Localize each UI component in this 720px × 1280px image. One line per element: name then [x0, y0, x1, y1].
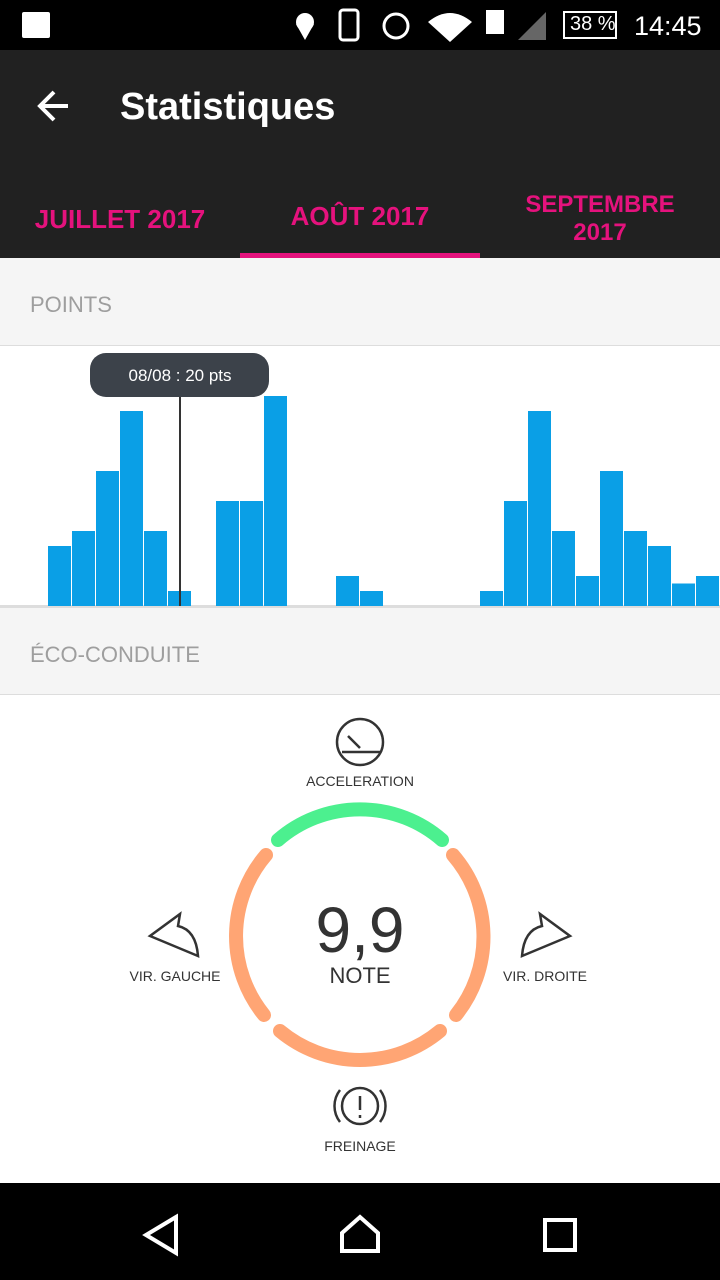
- app-bar: [0, 50, 720, 258]
- score-label: NOTE: [329, 963, 391, 988]
- bar: [360, 591, 383, 606]
- bar: [696, 576, 719, 606]
- bar: [504, 501, 527, 606]
- status-bar: 38 % 14:45: [0, 0, 720, 50]
- nav-bar: [0, 1183, 720, 1280]
- bar: [336, 576, 359, 606]
- tab[interactable]: JUILLET 2017: [34, 203, 206, 234]
- status-icons: [22, 8, 617, 42]
- clock: 14:45: [634, 11, 702, 41]
- tab[interactable]: SEPTEMBRE 2017: [525, 191, 675, 246]
- section-header: POINTS: [0, 258, 720, 346]
- bar: [120, 411, 143, 606]
- home-nav[interactable]: [340, 1214, 380, 1253]
- nav-icons: [142, 1213, 577, 1257]
- right-turn-label: VIR. DROITE: [502, 968, 587, 984]
- braking-label: FREINAGE: [324, 1138, 396, 1154]
- bar: [48, 546, 71, 606]
- score: 9,9: [315, 894, 405, 966]
- acceleration-label: ACCELERATION: [306, 773, 414, 789]
- bar: [264, 396, 287, 606]
- left-turn-label: VIR. GAUCHE: [129, 968, 221, 984]
- back-button[interactable]: [36, 86, 76, 126]
- bar: [648, 546, 671, 606]
- tooltip: [90, 353, 269, 397]
- bar: [96, 471, 119, 606]
- bar: [600, 471, 623, 606]
- tooltip-text: 08/08 : 20 pts: [128, 366, 231, 385]
- back-nav[interactable]: [142, 1213, 178, 1257]
- battery: 38 %: [570, 13, 616, 35]
- bar: [552, 531, 575, 606]
- bar: [72, 531, 95, 606]
- tab-selected[interactable]: AOÛT 2017: [240, 180, 480, 258]
- bar: [672, 583, 695, 606]
- bar: [144, 531, 167, 606]
- section-header: ÉCO-CONDUITE: [0, 607, 720, 695]
- screen-title: Statistiques: [120, 86, 336, 128]
- bar: [240, 501, 263, 606]
- bar: [576, 576, 599, 606]
- bar: [216, 501, 239, 606]
- recent-nav[interactable]: [543, 1218, 577, 1252]
- bar: [624, 531, 647, 606]
- bar: [480, 591, 503, 606]
- bar: [528, 411, 551, 606]
- points-chart: 08/08 : 20 pts: [0, 353, 720, 607]
- eco-gauge: [147, 717, 573, 1126]
